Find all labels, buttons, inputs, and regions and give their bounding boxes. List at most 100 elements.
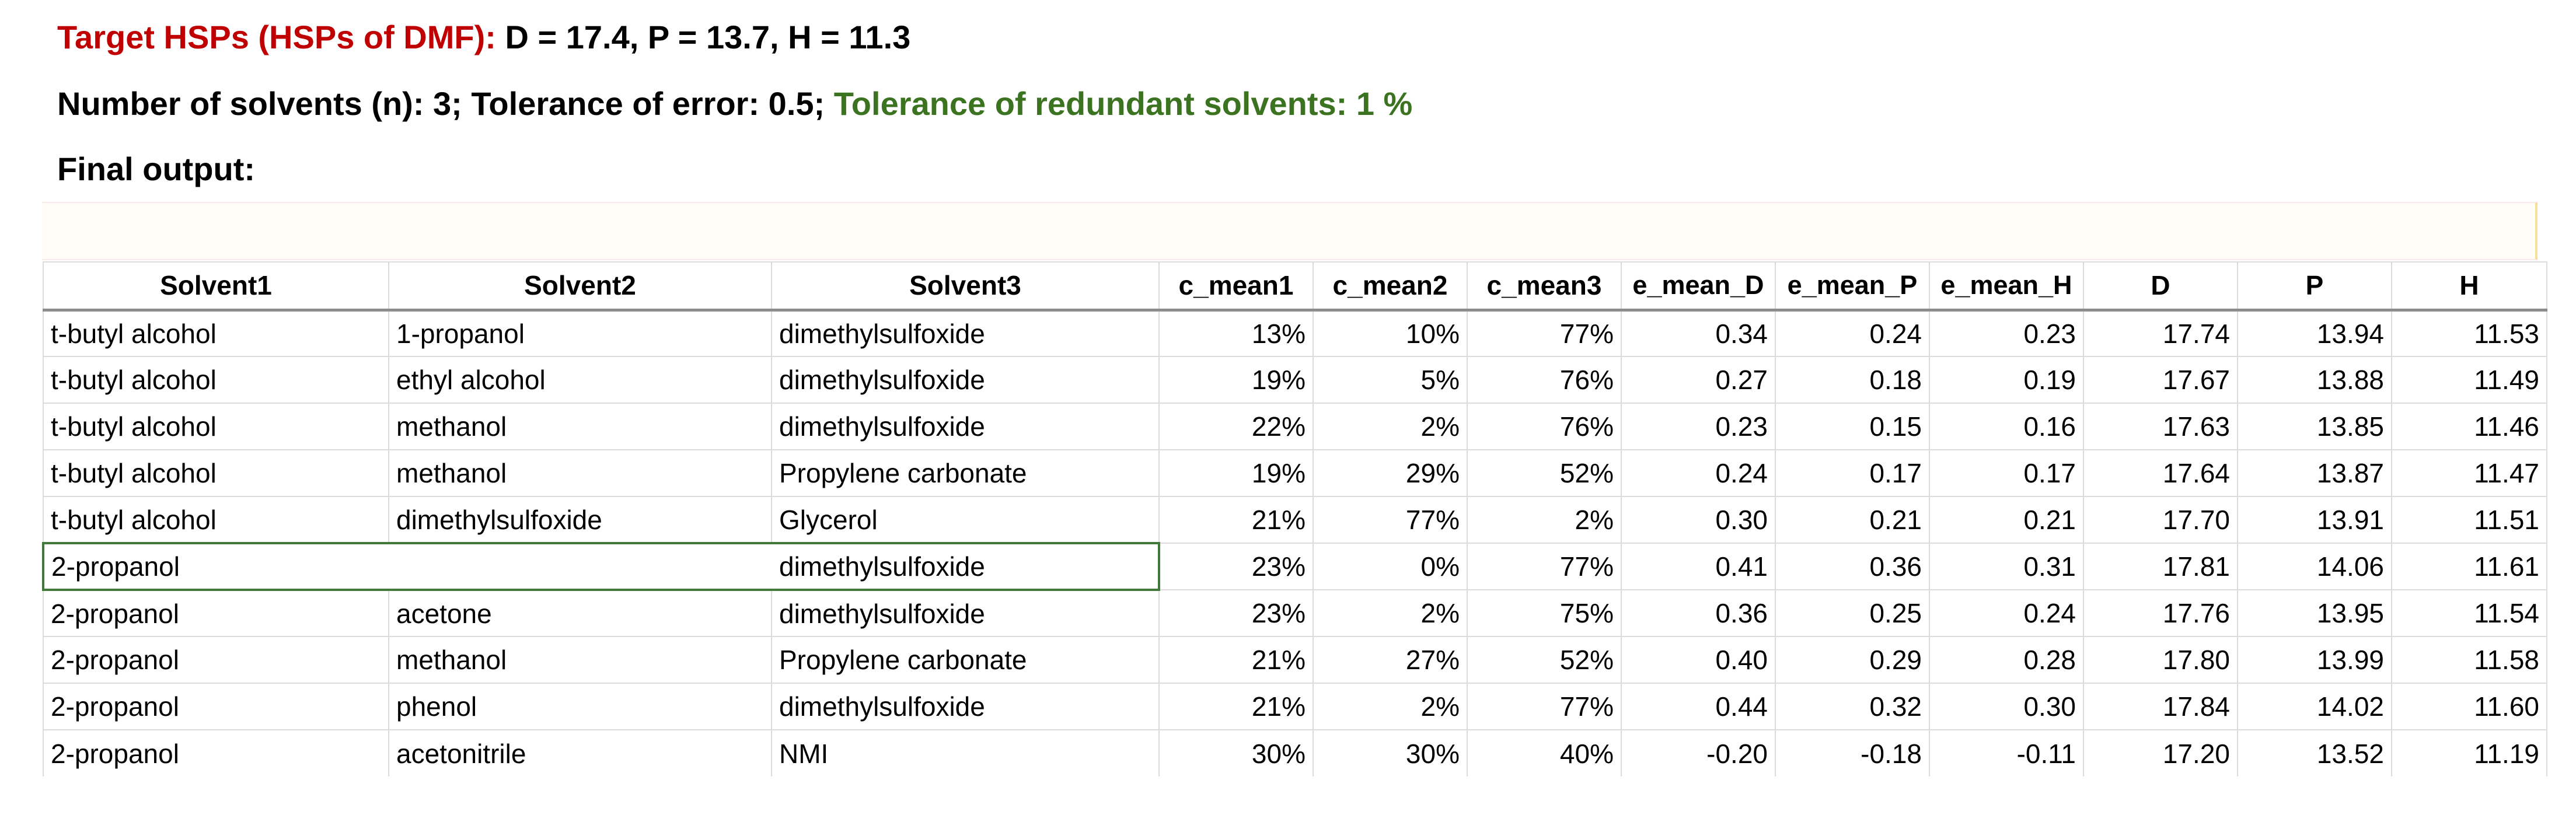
table-cell-c-mean2[interactable]: 2%: [1313, 589, 1468, 637]
table-cell-e-mean-d[interactable]: 0.44: [1621, 683, 1776, 730]
table-cell-d[interactable]: 17.84: [2083, 683, 2238, 730]
table-cell-solvent3[interactable]: dimethylsulfoxide: [771, 542, 1160, 591]
table-cell-e-mean-p[interactable]: 0.17: [1775, 449, 1930, 497]
table-cell-e-mean-d[interactable]: 0.24: [1621, 449, 1776, 497]
table-cell-e-mean-h[interactable]: 0.16: [1929, 403, 2084, 450]
table-cell-h[interactable]: 11.54: [2391, 589, 2547, 637]
table-cell-e-mean-d[interactable]: 0.41: [1621, 543, 1776, 590]
table-cell-c-mean3[interactable]: 77%: [1467, 309, 1622, 357]
table-cell-solvent1[interactable]: t-butyl alcohol: [43, 309, 389, 357]
table-cell-e-mean-d[interactable]: 0.23: [1621, 403, 1776, 450]
table-cell-e-mean-h[interactable]: 0.31: [1929, 543, 2084, 590]
table-cell-solvent1[interactable]: 2-propanol: [43, 683, 389, 730]
table-cell-solvent2[interactable]: acetone: [388, 589, 772, 637]
table-cell-d[interactable]: 17.76: [2083, 589, 2238, 637]
table-cell-c-mean1[interactable]: 22%: [1158, 403, 1314, 450]
table-cell-h[interactable]: 11.47: [2391, 449, 2547, 497]
table-cell-c-mean3[interactable]: 76%: [1467, 403, 1622, 450]
table-cell-c-mean2[interactable]: 10%: [1313, 309, 1468, 357]
table-cell-solvent3[interactable]: Glycerol: [771, 496, 1160, 544]
table-cell-c-mean1[interactable]: 21%: [1158, 636, 1314, 684]
column-header-e-mean-d[interactable]: e_mean_D: [1621, 261, 1776, 312]
table-cell-c-mean1[interactable]: 23%: [1158, 543, 1314, 590]
table-cell-c-mean2[interactable]: 0%: [1313, 543, 1468, 590]
table-cell-c-mean1[interactable]: 19%: [1158, 356, 1314, 404]
table-cell-solvent3[interactable]: dimethylsulfoxide: [771, 683, 1160, 730]
table-cell-e-mean-p[interactable]: 0.15: [1775, 403, 1930, 450]
table-cell-h[interactable]: 11.58: [2391, 636, 2547, 684]
table-cell-solvent2[interactable]: methanol: [388, 636, 772, 684]
table-cell-e-mean-p[interactable]: 0.25: [1775, 589, 1930, 637]
table-cell-e-mean-d[interactable]: 0.40: [1621, 636, 1776, 684]
table-cell-p[interactable]: 13.94: [2237, 309, 2392, 357]
column-header-solvent2[interactable]: Solvent2: [388, 261, 772, 312]
table-cell-solvent3[interactable]: Propylene carbonate: [771, 449, 1160, 497]
column-header-h[interactable]: H: [2391, 261, 2547, 312]
table-cell-c-mean3[interactable]: 75%: [1467, 589, 1622, 637]
table-cell-e-mean-d[interactable]: 0.34: [1621, 309, 1776, 357]
table-cell-d[interactable]: 17.67: [2083, 356, 2238, 404]
table-cell-c-mean3[interactable]: 52%: [1467, 449, 1622, 497]
table-cell-p[interactable]: 13.99: [2237, 636, 2392, 684]
table-cell-solvent3[interactable]: dimethylsulfoxide: [771, 356, 1160, 404]
table-cell-c-mean2[interactable]: 30%: [1313, 729, 1468, 776]
table-cell-c-mean1[interactable]: 23%: [1158, 589, 1314, 637]
table-cell-solvent1[interactable]: 2-propanol: [42, 542, 389, 591]
table-cell-e-mean-h[interactable]: 0.17: [1929, 449, 2084, 497]
table-cell-h[interactable]: 11.53: [2391, 309, 2547, 357]
table-cell-e-mean-p[interactable]: 0.24: [1775, 309, 1930, 357]
table-cell-e-mean-p[interactable]: 0.29: [1775, 636, 1930, 684]
table-cell-e-mean-d[interactable]: -0.20: [1621, 729, 1776, 776]
table-cell-c-mean3[interactable]: 2%: [1467, 496, 1622, 544]
table-cell-e-mean-p[interactable]: 0.21: [1775, 496, 1930, 544]
column-header-e-mean-p[interactable]: e_mean_P: [1775, 261, 1930, 312]
table-cell-solvent2[interactable]: methanol: [388, 449, 772, 497]
table-cell-solvent3[interactable]: dimethylsulfoxide: [771, 403, 1160, 450]
table-cell-solvent3[interactable]: dimethylsulfoxide: [771, 309, 1160, 357]
table-cell-solvent2[interactable]: ethyl alcohol: [388, 356, 772, 404]
table-cell-solvent2[interactable]: methanol: [388, 403, 772, 450]
table-cell-solvent3[interactable]: NMI: [771, 729, 1160, 776]
table-cell-e-mean-h[interactable]: 0.30: [1929, 683, 2084, 730]
table-cell-p[interactable]: 13.85: [2237, 403, 2392, 450]
table-cell-p[interactable]: 13.87: [2237, 449, 2392, 497]
table-cell-d[interactable]: 17.20: [2083, 729, 2238, 776]
table-cell-e-mean-h[interactable]: 0.24: [1929, 589, 2084, 637]
table-cell-c-mean3[interactable]: 40%: [1467, 729, 1622, 776]
table-cell-c-mean2[interactable]: 2%: [1313, 683, 1468, 730]
column-header-e-mean-h[interactable]: e_mean_H: [1929, 261, 2084, 312]
table-cell-h[interactable]: 11.60: [2391, 683, 2547, 730]
table-cell-p[interactable]: 13.91: [2237, 496, 2392, 544]
table-cell-e-mean-h[interactable]: 0.19: [1929, 356, 2084, 404]
table-cell-d[interactable]: 17.74: [2083, 309, 2238, 357]
table-cell-solvent2[interactable]: acetonitrile: [388, 729, 772, 776]
table-cell-d[interactable]: 17.70: [2083, 496, 2238, 544]
column-header-c-mean1[interactable]: c_mean1: [1158, 261, 1314, 312]
table-cell-d[interactable]: 17.63: [2083, 403, 2238, 450]
table-cell-solvent2[interactable]: dimethylsulfoxide: [388, 496, 772, 544]
table-cell-e-mean-d[interactable]: 0.36: [1621, 589, 1776, 637]
table-cell-e-mean-d[interactable]: 0.30: [1621, 496, 1776, 544]
table-cell-e-mean-p[interactable]: -0.18: [1775, 729, 1930, 776]
table-cell-solvent2[interactable]: phenol: [388, 683, 772, 730]
table-cell-c-mean3[interactable]: 77%: [1467, 683, 1622, 730]
table-cell-c-mean2[interactable]: 27%: [1313, 636, 1468, 684]
table-cell-solvent1[interactable]: t-butyl alcohol: [43, 403, 389, 450]
column-header-d[interactable]: D: [2083, 261, 2238, 312]
table-cell-e-mean-p[interactable]: 0.18: [1775, 356, 1930, 404]
table-cell-solvent1[interactable]: 2-propanol: [43, 636, 389, 684]
table-cell-solvent1[interactable]: t-butyl alcohol: [43, 356, 389, 404]
table-cell-d[interactable]: 17.80: [2083, 636, 2238, 684]
table-cell-c-mean1[interactable]: 30%: [1158, 729, 1314, 776]
table-cell-p[interactable]: 13.88: [2237, 356, 2392, 404]
table-cell-c-mean2[interactable]: 29%: [1313, 449, 1468, 497]
table-cell-p[interactable]: 14.02: [2237, 683, 2392, 730]
column-header-p[interactable]: P: [2237, 261, 2392, 312]
table-cell-c-mean3[interactable]: 76%: [1467, 356, 1622, 404]
table-cell-e-mean-h[interactable]: -0.11: [1929, 729, 2084, 776]
table-cell-c-mean2[interactable]: 77%: [1313, 496, 1468, 544]
table-cell-p[interactable]: 13.52: [2237, 729, 2392, 776]
table-cell-d[interactable]: 17.64: [2083, 449, 2238, 497]
column-header-c-mean2[interactable]: c_mean2: [1313, 261, 1468, 312]
column-header-c-mean3[interactable]: c_mean3: [1467, 261, 1622, 312]
